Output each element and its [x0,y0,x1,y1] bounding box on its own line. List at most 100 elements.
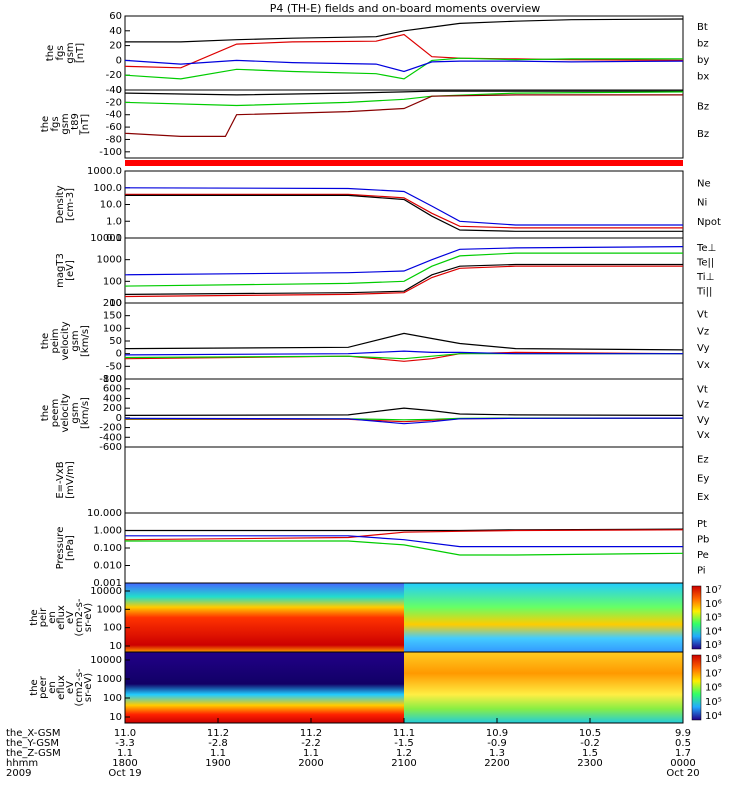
y-tick-label: -50 [106,361,122,372]
colorbar [691,654,702,721]
legend-entry: Bz [697,129,709,140]
y-axis-label: _t89 [70,113,81,136]
y-axis-label: eV [65,611,76,624]
y-axis-label: [mV/m] [65,461,76,499]
y-axis-label: sr-eV) [83,603,94,632]
y-axis-label: (cm2-s- [74,598,85,636]
legend-entry: Vt [697,385,708,396]
y-axis-label: [cm-3] [65,188,76,221]
y-axis-label: eflux [56,675,67,700]
y-tick-label: 10000 [90,586,122,597]
series-line-density-1 [125,193,683,229]
y-axis-label: (cm2-s- [74,668,85,706]
y-axis-label: E=-VxB [55,461,66,498]
x-tick-label: -2.8 [208,738,228,749]
x-tick-label: 2200 [484,758,509,769]
colorbar-label: 10⁶ [705,599,722,610]
y-axis-label: [nPa] [65,535,76,561]
legend-entry: Pe [697,550,709,561]
y-axis-label: peim [50,328,61,353]
y-tick-label: -100 [99,374,122,385]
legend-entry: Ni [697,198,707,209]
x-tick-label: -3.3 [115,738,135,749]
y-tick-label: 0 [116,85,122,96]
y-tick-label: -60 [106,122,122,133]
y-tick-label: -40 [106,85,122,96]
colorbar-label: 10⁴ [705,626,722,637]
x-tick-label: 11.2 [300,728,322,739]
y-axis-label: gsm [70,402,81,423]
panel-frame [124,89,684,159]
y-tick-label: 100 [103,276,122,287]
x-tick-label: 1900 [205,758,230,769]
y-axis-label: magT3 [55,253,66,288]
x-tick-label: -1.5 [394,738,414,749]
legend-entry: bz [697,39,709,50]
series-line-temp-0 [125,246,683,276]
y-tick-label: 1.0 [106,216,122,227]
legend-entry: Vx [697,360,710,371]
y-tick-label: 1000 [97,604,122,615]
spectrogram-peer: 10000 1000 100 10 thepeerenefluxeV(cm2-s-sr-… [29,651,722,724]
y-axis-label: peer [38,675,49,699]
colorbar-label: 10³ [705,640,722,651]
y-tick-label: -40 [106,110,122,121]
y-axis-label: Density [55,185,66,223]
x-tick-label: 10.9 [486,728,508,739]
y-tick-label: 0.1 [106,233,122,244]
legend-entry: Te|| [696,258,714,269]
panel-fgs: 60 40 20 0 -20 -40 the fgs gsm [nT] Bt bz by bx [45,11,709,96]
series-line-temp-2 [125,263,683,295]
series-line-pressure-1 [125,529,683,541]
series-line-fgs-gse-0 [125,90,683,96]
legend-entry: Vy [697,343,710,354]
x-axis-row-label: the_Z-GSM [6,748,61,759]
colorbar [691,585,702,650]
series-line-pressure-3 [125,540,683,556]
panel-frame [124,512,684,584]
y-axis-label: [km/s] [80,325,91,357]
x-axis-row-label: 2009 [6,768,31,779]
panel-temp: 10000 1000 100 10 magT3 [eV] Te⊥ Te|| Ti⊥ Ti|| [55,233,716,309]
x-axis: the_X-GSMthe_Y-GSMthe_Z-GSMhhmm200911.0-… [6,718,700,779]
legend-entry: Pt [697,519,707,530]
red-divider-bar [125,160,683,166]
y-tick-label: 10.0 [100,200,122,211]
x-tick-label: 1.7 [675,748,691,759]
chart-title: P4 (TH-E) fields and on-board moments ov… [270,2,541,15]
legend-entry: Ez [697,454,709,465]
y-tick-label: 10 [109,298,122,309]
colorbar-label: 10⁷ [705,585,722,596]
y-tick-label: 100 [103,323,122,334]
y-axis-label: the [29,609,40,625]
y-tick-label: 0.100 [93,543,122,554]
y-tick-label: -20 [106,70,122,81]
y-tick-label: 10 [109,712,122,723]
y-axis-label: Pressure [55,527,66,570]
y-tick-label: -600 [99,442,122,453]
y-tick-label: 0.001 [93,578,122,589]
x-date-label: Oct 20 [666,768,699,779]
legend-entry: Vy [697,415,710,426]
x-tick-label: 1.1 [210,748,226,759]
y-axis-label: the [40,333,51,349]
y-tick-label: 100 [103,693,122,704]
panel-frame [124,302,684,380]
y-axis-label: the [40,116,51,132]
legend-entry: Npot [697,217,721,228]
y-axis-label: peem [50,399,61,427]
y-tick-label: 50 [109,336,122,347]
x-tick-label: 1.1 [303,748,319,759]
series-line-fgs-gse-2 [125,94,683,137]
y-axis-label: the [29,679,40,695]
y-tick-label: 60 [109,11,122,22]
x-axis-row-label: hhmm [6,758,38,769]
y-tick-label: 0 [116,349,122,360]
panel-frame [124,378,684,448]
y-tick-label: 1000.0 [87,166,122,177]
legend-entry: Te⊥ [696,243,716,254]
y-tick-label: 1000 [97,255,122,266]
legend-entry: bx [697,72,709,83]
